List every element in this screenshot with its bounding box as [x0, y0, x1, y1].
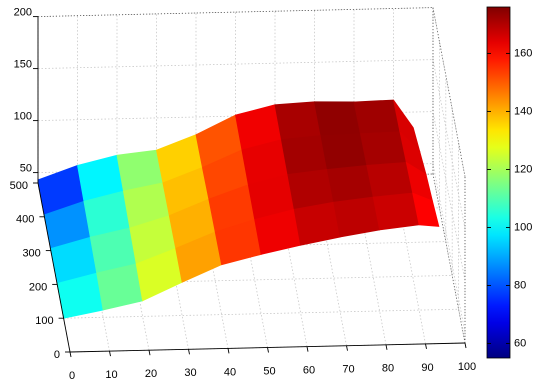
grid-line [235, 178, 268, 348]
surface-patch [293, 201, 341, 246]
surface-patch [412, 192, 440, 227]
grid-line [432, 111, 466, 281]
x-tick-label: 90 [421, 362, 433, 374]
colorbar-tick-label: 160 [514, 47, 532, 59]
x-tick [109, 351, 111, 357]
z-tick-label: 100 [14, 111, 32, 123]
x-tick-label: 10 [105, 369, 117, 381]
x-tick-label: 60 [303, 365, 315, 377]
surface-patch [280, 135, 328, 175]
x-tick [464, 342, 467, 349]
grid-line [50, 241, 446, 251]
grid-line [116, 181, 150, 351]
y-tick-label: 0 [54, 349, 60, 361]
surface-patch [314, 101, 361, 137]
y-axis-line [37, 182, 71, 353]
grid-line [432, 173, 466, 344]
z-tick-label: 200 [14, 7, 32, 19]
x-tick [69, 351, 72, 358]
x-tick-label: 50 [263, 365, 275, 377]
x-tick [306, 346, 309, 352]
x-tick-label: 0 [69, 370, 75, 382]
grid-line [37, 59, 434, 69]
x-tick [346, 345, 348, 351]
x-tick-label: 30 [184, 367, 196, 379]
y-tick-label: 200 [29, 281, 47, 293]
x-tick [148, 350, 151, 356]
surface-patch [274, 101, 322, 141]
grid-line [432, 163, 466, 333]
surface-patch [366, 161, 414, 198]
x-tick [227, 348, 230, 354]
grid-line [37, 7, 434, 17]
x-tick [385, 344, 388, 350]
grid-line [156, 180, 189, 350]
x-tick [188, 349, 190, 355]
grid-line [353, 175, 387, 345]
colorbar-tick-label: 80 [514, 279, 526, 291]
grid-line [314, 176, 347, 346]
grid-line [393, 174, 426, 344]
grid-line [432, 59, 466, 229]
x-tick-label: 20 [145, 368, 157, 380]
surface-patch [353, 99, 401, 135]
grid-line [432, 7, 466, 177]
y-tick-label: 500 [10, 180, 28, 192]
colorbar [486, 6, 511, 359]
colorbar-tick-label: 60 [514, 337, 526, 349]
colorbar-tick-label: 120 [514, 163, 532, 175]
grid-line [77, 182, 110, 352]
surface-patch [320, 133, 368, 170]
x-tick-label: 80 [382, 363, 394, 375]
x-tick-label: 100 [458, 361, 476, 373]
y-tick-label: 400 [16, 214, 34, 226]
surface-patch [333, 196, 381, 238]
surface-patch [359, 131, 407, 166]
y-tick-label: 300 [22, 248, 40, 260]
grid-line [63, 308, 459, 319]
surface-patch [326, 164, 374, 203]
surface-patch [372, 192, 420, 231]
grid-line [195, 179, 229, 349]
grid-line [57, 275, 453, 285]
x-tick-label: 70 [342, 364, 354, 376]
colorbar-tick-label: 100 [514, 221, 532, 233]
x-tick [425, 343, 427, 349]
x-tick [267, 347, 269, 353]
colorbar-tick-label: 140 [514, 105, 532, 117]
z-tick-label: 50 [20, 163, 32, 175]
x-tick-label: 40 [224, 366, 236, 378]
z-tick-label: 150 [14, 59, 32, 71]
grid-line [274, 177, 308, 347]
y-tick-label: 100 [35, 315, 53, 327]
